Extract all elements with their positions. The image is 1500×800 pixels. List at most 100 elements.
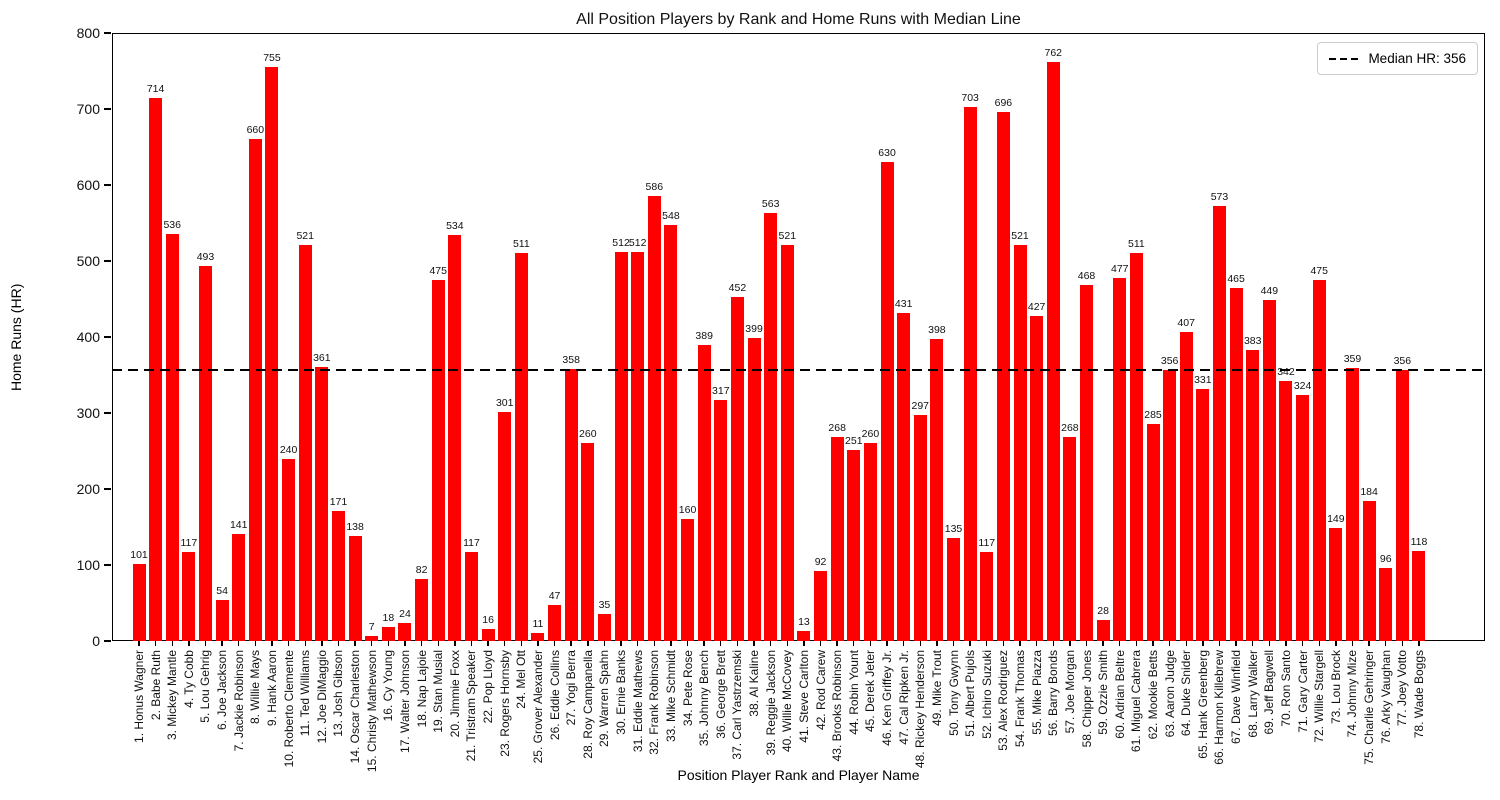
bar [1163, 370, 1177, 641]
x-tick-mark [537, 641, 539, 646]
x-tick-label: 65. Hank Greenberg [1195, 650, 1210, 759]
bar [947, 538, 961, 641]
y-tick-label: 200 [76, 481, 100, 497]
x-tick-mark [769, 641, 772, 646]
x-tick-mark [853, 641, 855, 646]
x-tick-label: 53. Alex Rodriguez [996, 650, 1011, 751]
bar-value-label: 24 [399, 607, 411, 620]
bar [198, 266, 212, 641]
y-tick-label: 0 [92, 633, 100, 649]
bar-value-label: 324 [1293, 379, 1312, 392]
x-tick-label: 7. Jackie Robinson [231, 650, 246, 752]
x-tick-mark [986, 641, 988, 646]
x-tick-mark [304, 641, 306, 646]
x-tick-mark [1301, 641, 1304, 646]
chart-title: All Position Players by Rank and Home Ru… [576, 11, 1021, 28]
bar [398, 622, 412, 641]
bar-value-label: 285 [1144, 409, 1162, 422]
bar [631, 251, 645, 641]
x-tick-mark [753, 641, 755, 646]
x-tick-mark [1135, 641, 1138, 646]
x-tick-label: 43. Brooks Robinson [830, 650, 845, 762]
x-tick-label: 26. Eddie Collins [547, 650, 562, 741]
x-tick-label: 18. Nap Lajoie [414, 650, 429, 728]
bar-value-label: 427 [1027, 301, 1046, 314]
median-line [112, 369, 1485, 372]
x-tick-label: 63. Aaron Judge [1162, 650, 1177, 738]
y-tick-mark [104, 640, 111, 642]
bar [464, 552, 478, 641]
bar [780, 245, 794, 641]
x-tick-label: 14. Oscar Charleston [348, 650, 363, 764]
bar-value-label: 184 [1360, 486, 1378, 499]
y-tick-label: 700 [76, 101, 100, 117]
x-tick-label: 70. Ron Santo [1278, 650, 1293, 727]
bar-value-label: 171 [329, 496, 348, 509]
x-tick-mark [1069, 641, 1071, 646]
x-tick-mark [1252, 641, 1254, 646]
bar-value-label: 449 [1260, 284, 1279, 297]
x-tick-label: 10. Roberto Clemente [281, 650, 296, 768]
bar [664, 224, 678, 641]
x-tick-label: 29. Warren Spahn [597, 650, 612, 747]
bar-value-label: 101 [130, 549, 148, 562]
bar-value-label: 452 [728, 282, 747, 295]
x-tick-label: 42. Rod Carew [813, 650, 828, 731]
x-tick-mark [188, 641, 190, 646]
median-dashed-line-icon [1329, 57, 1360, 60]
bar-value-label: 240 [279, 443, 298, 456]
bar-value-label: 431 [894, 298, 913, 311]
bar [730, 297, 744, 641]
x-tick-mark [254, 641, 257, 646]
bar [548, 605, 562, 641]
bar [431, 280, 445, 641]
bar-value-label: 96 [1379, 553, 1392, 566]
bar-value-label: 54 [216, 584, 228, 597]
bar [531, 632, 545, 641]
bar-value-label: 359 [1343, 353, 1362, 366]
bar [1063, 437, 1077, 641]
bar-value-label: 660 [246, 124, 265, 137]
x-tick-mark [1235, 641, 1237, 646]
bar [863, 443, 877, 641]
x-tick-label: 32. Frank Robinson [647, 650, 662, 755]
x-tick-mark [819, 641, 822, 646]
x-tick-mark [404, 641, 406, 646]
bar-value-label: 407 [1177, 316, 1195, 329]
x-tick-label: 61. Miguel Cabrera [1129, 650, 1144, 753]
bar [1030, 316, 1044, 641]
bar-value-label: 465 [1227, 272, 1245, 285]
x-tick-mark [1035, 641, 1038, 646]
bar [282, 458, 296, 641]
bar-value-label: 7 [368, 620, 375, 633]
x-tick-mark [1102, 641, 1104, 646]
bar [1279, 381, 1293, 641]
bar-value-label: 534 [446, 220, 464, 233]
x-tick-label: 56. Barry Bonds [1046, 650, 1061, 737]
x-tick-label: 31. Eddie Mathews [630, 650, 645, 753]
bar [315, 366, 329, 641]
y-tick-mark [104, 108, 111, 110]
y-tick-mark [104, 184, 111, 186]
bar [448, 235, 462, 641]
bar [614, 251, 628, 641]
x-tick-mark [1185, 641, 1187, 646]
y-tick-mark [104, 32, 111, 34]
x-tick-label: 71. Gary Carter [1295, 650, 1310, 733]
bar-value-label: 548 [662, 209, 680, 222]
x-tick-mark [1385, 641, 1387, 646]
x-tick-label: 5. Lou Gehrig [198, 650, 213, 723]
x-tick-label: 19. Stan Musial [431, 650, 446, 733]
bar-value-label: 356 [1160, 355, 1179, 368]
x-tick-mark [1168, 641, 1171, 646]
bar [348, 536, 362, 641]
x-tick-mark [1351, 641, 1354, 646]
bar [1179, 331, 1193, 641]
bar-value-label: 92 [814, 556, 827, 569]
x-tick-label: 68. Larry Walker [1245, 650, 1260, 738]
bar [963, 106, 977, 641]
x-tick-label: 23. Rogers Hornsby [497, 650, 512, 757]
bar-value-label: 703 [961, 91, 979, 104]
bar-value-label: 117 [180, 537, 198, 550]
bar [1362, 501, 1376, 641]
